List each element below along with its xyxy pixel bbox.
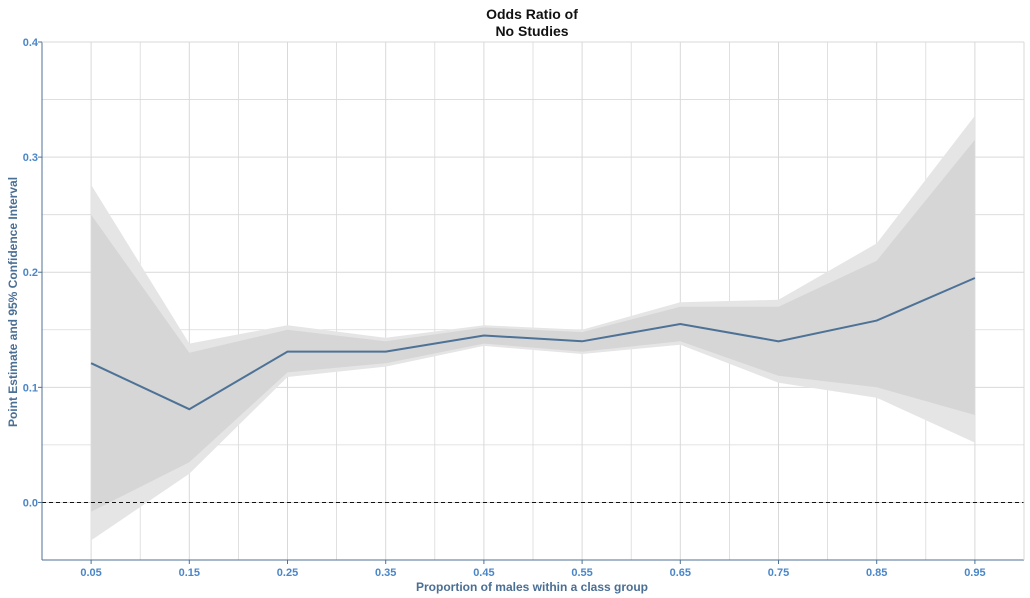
x-tick-label: 0.35 (375, 567, 396, 579)
confidence-band-outer (91, 115, 975, 541)
y-tick-label: 0.3 (23, 152, 38, 164)
x-axis-label: Proportion of males within a class group (416, 580, 648, 594)
chart-title-line1: Odds Ratio of (486, 6, 578, 22)
tick-labels: 0.0 0.1 0.2 0.3 0.4 0.05 0.15 0.25 0.35 0.45 0.55 0… (23, 37, 986, 579)
x-tick-label: 0.15 (179, 567, 200, 579)
axes (38, 41, 1025, 564)
x-tick-label: 0.95 (964, 567, 985, 579)
x-tick-label: 0.65 (670, 567, 691, 579)
x-tick-label: 0.25 (277, 567, 298, 579)
confidence-bands (91, 115, 975, 541)
x-tick-label: 0.75 (768, 567, 789, 579)
chart-title-line2: No Studies (495, 23, 568, 39)
confidence-band-inner (91, 139, 975, 512)
estimate-line-group (90, 277, 976, 411)
x-tick-label: 0.45 (473, 567, 494, 579)
x-tick-label: 0.55 (571, 567, 592, 579)
estimate-line (90, 277, 976, 411)
x-tick-label: 0.05 (80, 567, 101, 579)
y-tick-label: 0.1 (23, 382, 38, 394)
y-tick-label: 0.2 (23, 267, 38, 279)
y-tick-label: 0.0 (23, 497, 38, 509)
y-axis-label: Point Estimate and 95% Confidence Interv… (6, 177, 20, 427)
x-tick-label: 0.85 (866, 567, 887, 579)
y-tick-label: 0.4 (23, 37, 39, 49)
